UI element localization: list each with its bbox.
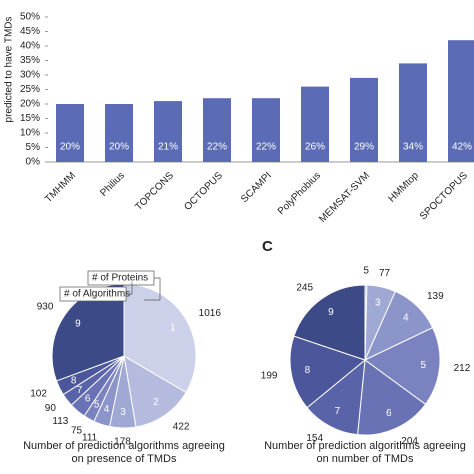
pie-slice bbox=[357, 359, 427, 436]
slice-category-label: 9 bbox=[75, 319, 81, 330]
pie-slice bbox=[364, 326, 441, 406]
slice-value-label: 90 bbox=[45, 403, 57, 414]
bar bbox=[448, 40, 474, 163]
callout-label: # of Algorithms bbox=[64, 289, 130, 300]
slice-value-label: 178 bbox=[114, 437, 131, 448]
value-label: 20% bbox=[60, 142, 80, 153]
y-tick-label: 10% bbox=[20, 128, 40, 139]
pie-slice bbox=[293, 284, 366, 361]
slice-category-label: 3 bbox=[375, 298, 381, 309]
y-tick-label: 50% bbox=[20, 12, 40, 23]
slice-category-label: 4 bbox=[104, 404, 110, 415]
value-label: 22% bbox=[207, 142, 227, 153]
pie-slice bbox=[123, 283, 197, 394]
value-label: 22% bbox=[256, 142, 276, 153]
pie-title: on number of TMDs bbox=[316, 453, 414, 465]
x-tick-label: TMHMM bbox=[43, 170, 78, 205]
pie-title: Number of prediction algorithms agreeing bbox=[264, 440, 466, 452]
pie-slice bbox=[306, 358, 366, 436]
y-tick-label: 45% bbox=[20, 26, 40, 37]
x-tick-label: MEMSAT-SVM bbox=[317, 170, 372, 225]
value-label: 20% bbox=[109, 142, 129, 153]
slice-category-label: 7 bbox=[77, 385, 83, 396]
slice-value-label: 422 bbox=[173, 421, 190, 432]
x-tick-label: OCTOPUS bbox=[182, 170, 225, 213]
panel-label: C bbox=[262, 238, 273, 255]
slice-value-label: 102 bbox=[30, 389, 47, 400]
callout-line bbox=[144, 277, 161, 301]
slice-value-label: 75 bbox=[71, 426, 83, 437]
y-tick-label: 30% bbox=[20, 70, 40, 81]
bar bbox=[301, 86, 329, 162]
bar bbox=[350, 77, 378, 162]
y-tick-label: 15% bbox=[20, 113, 40, 124]
bar bbox=[105, 104, 133, 162]
slice-category-label: 9 bbox=[328, 307, 334, 318]
slice-category-label: 1 bbox=[170, 323, 176, 334]
slice-value-label: 204 bbox=[401, 436, 418, 447]
bar bbox=[154, 101, 182, 162]
value-label: 29% bbox=[354, 142, 374, 153]
slice-value-label: 154 bbox=[306, 433, 323, 444]
slice-category-label: 7 bbox=[335, 406, 341, 417]
slice-category-label: 4 bbox=[403, 313, 409, 324]
bar bbox=[56, 104, 84, 162]
x-tick-label: SPOCTOPUS bbox=[418, 170, 470, 222]
slice-value-label: 199 bbox=[261, 371, 278, 382]
callout-line bbox=[126, 282, 133, 295]
slice-category-label: 6 bbox=[85, 393, 91, 404]
y-axis-title: predicted to have TMDs bbox=[4, 17, 15, 123]
value-label: 26% bbox=[305, 142, 325, 153]
pie-title: Number of prediction algorithms agreeing bbox=[23, 440, 225, 452]
y-tick-label: 0% bbox=[26, 157, 41, 168]
callout-label: # of Proteins bbox=[92, 273, 148, 284]
slice-value-label: 245 bbox=[296, 282, 313, 293]
slice-value-label: 139 bbox=[427, 291, 444, 302]
value-label: 21% bbox=[158, 142, 178, 153]
slice-value-label: 212 bbox=[454, 363, 471, 374]
slice-value-label: 5 bbox=[363, 266, 369, 277]
slice-value-label: 1016 bbox=[199, 308, 222, 319]
slice-value-label: 930 bbox=[37, 301, 54, 312]
x-tick-label: TOPCONS bbox=[133, 170, 176, 213]
slice-value-label: 111 bbox=[82, 432, 98, 443]
slice-value-label: 77 bbox=[379, 268, 391, 279]
y-tick-label: 35% bbox=[20, 55, 40, 66]
slice-category-label: 5 bbox=[94, 400, 100, 411]
y-tick-label: 40% bbox=[20, 41, 40, 52]
slice-category-label: 8 bbox=[305, 365, 311, 376]
value-label: 42% bbox=[452, 142, 472, 153]
y-tick-label: 5% bbox=[26, 142, 41, 153]
y-tick-label: 20% bbox=[20, 99, 40, 110]
x-tick-label: Philius bbox=[98, 170, 127, 199]
pie-slice bbox=[123, 355, 187, 428]
slice-category-label: 8 bbox=[71, 376, 77, 387]
bar bbox=[399, 63, 427, 162]
slice-category-label: 2 bbox=[363, 296, 369, 307]
slice-category-label: 6 bbox=[386, 408, 392, 419]
x-tick-label: SCAMPI bbox=[239, 170, 274, 205]
x-tick-label: HMMtop bbox=[386, 170, 421, 205]
slice-value-label: 113 bbox=[52, 416, 68, 427]
x-tick-label: PolyPhobius bbox=[276, 170, 323, 217]
y-tick-label: 25% bbox=[20, 84, 40, 95]
pie-title: on presence of TMDs bbox=[72, 453, 177, 465]
bar bbox=[252, 98, 280, 162]
slice-category-label: 5 bbox=[420, 360, 426, 371]
bar bbox=[203, 98, 231, 162]
slice-category-label: 2 bbox=[153, 397, 159, 408]
value-label: 34% bbox=[403, 142, 423, 153]
slice-category-label: 3 bbox=[120, 407, 126, 418]
